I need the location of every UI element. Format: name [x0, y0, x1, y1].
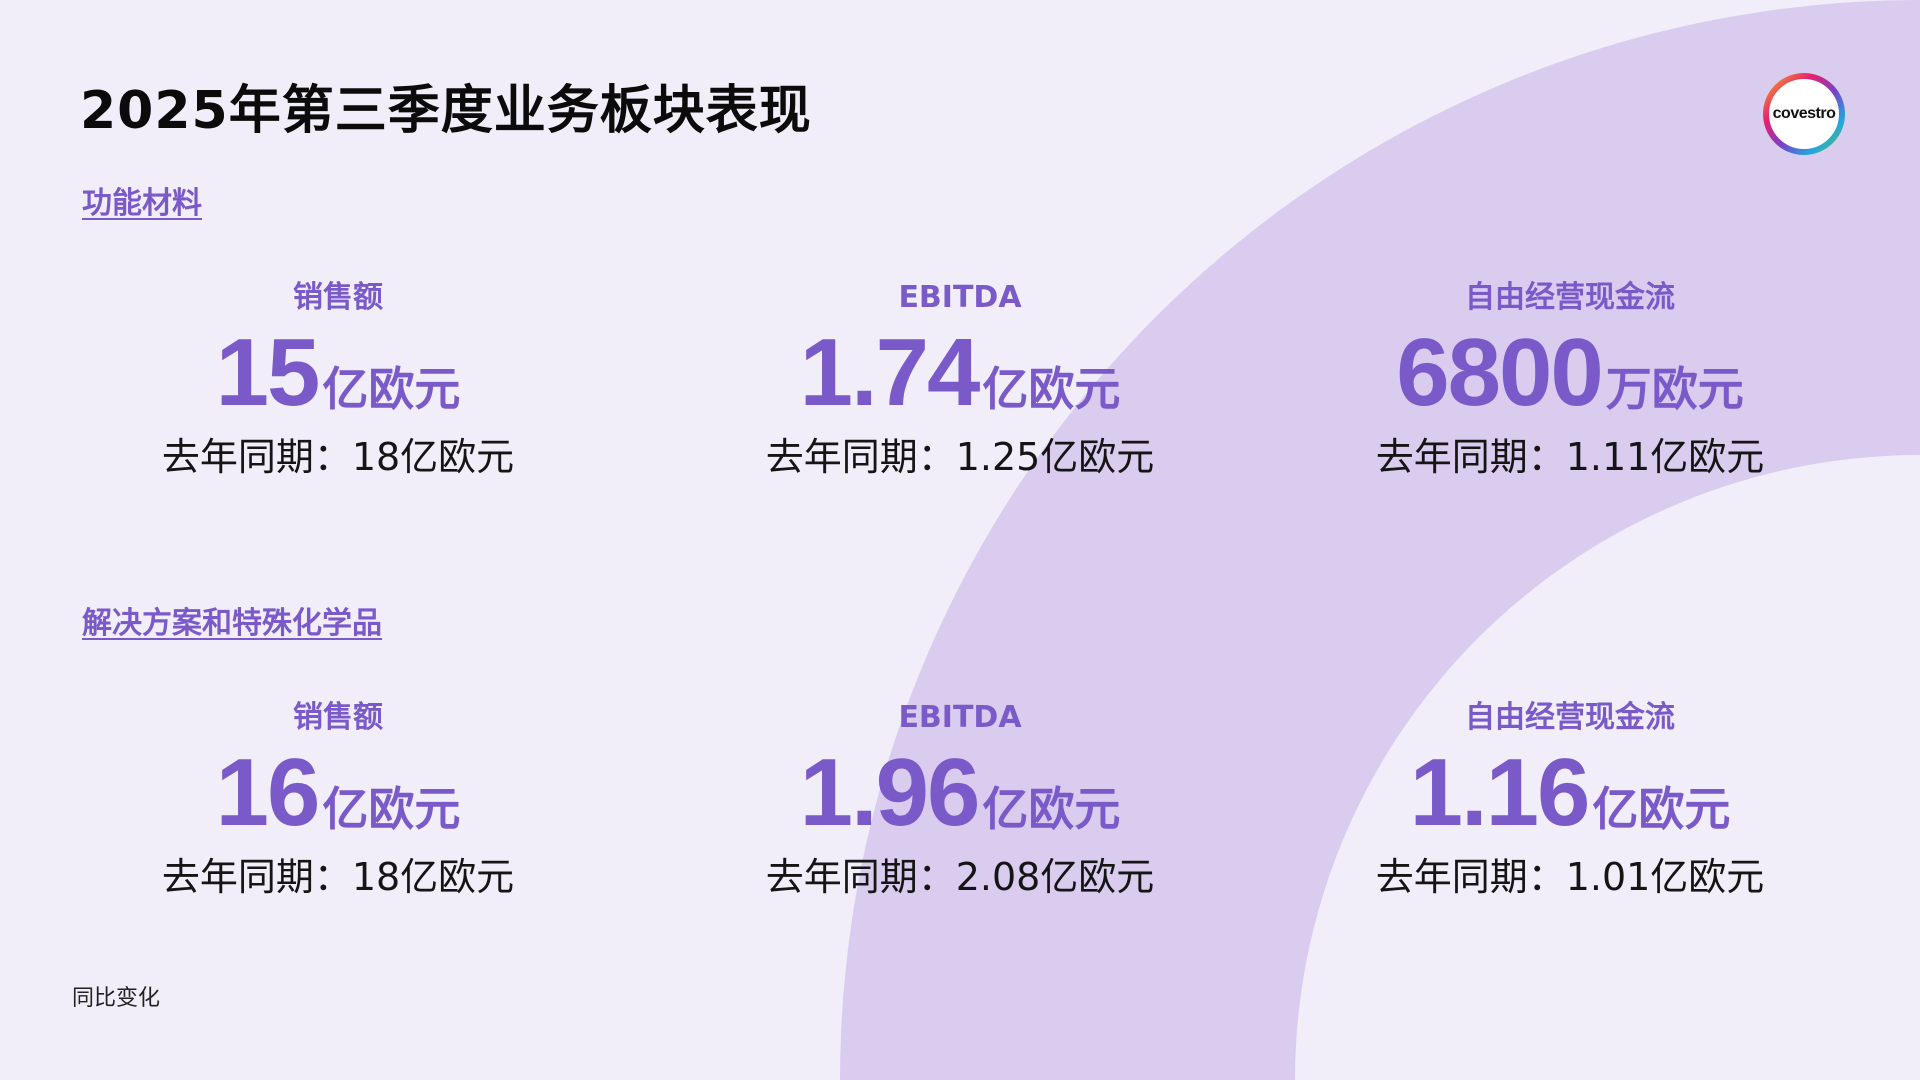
metric-number: 6800 [1396, 319, 1604, 426]
metric-prior-year: 去年同期：1.11亿欧元 [1375, 435, 1765, 479]
metric-label: EBITDA [898, 700, 1022, 735]
logo-ring-icon [1763, 73, 1845, 155]
metric-prior-year: 去年同期：1.25亿欧元 [765, 435, 1155, 479]
page-title: 2025年第三季度业务板块表现 [80, 81, 812, 141]
metric-unit: 亿欧元 [982, 782, 1121, 836]
section-title-functional-materials: 功能材料 [82, 186, 202, 221]
metric-value: 6800万欧元 [1290, 318, 1850, 428]
metric-label: 销售额 [293, 280, 383, 315]
metric-unit: 亿欧元 [1592, 782, 1731, 836]
metric-sales-fm: 销售额 15亿欧元 去年同期：18亿欧元 [58, 278, 618, 482]
metric-label: 销售额 [293, 700, 383, 735]
metric-unit: 万欧元 [1605, 362, 1744, 416]
section-title-solutions-specialties: 解决方案和特殊化学品 [82, 606, 382, 641]
metric-value: 16亿欧元 [58, 738, 618, 848]
metric-label: 自由经营现金流 [1465, 280, 1675, 315]
metric-number: 1.96 [799, 739, 981, 846]
metric-number: 1.74 [799, 319, 981, 426]
metric-ebitda-ss: EBITDA 1.96亿欧元 去年同期：2.08亿欧元 [680, 698, 1240, 902]
logo-text: covestro [1772, 105, 1836, 122]
metric-prior-year: 去年同期：1.01亿欧元 [1375, 855, 1765, 899]
metric-number: 15 [215, 319, 321, 426]
metric-prior-year: 去年同期：18亿欧元 [161, 435, 515, 479]
metric-number: 16 [215, 739, 321, 846]
metric-prior-year: 去年同期：18亿欧元 [161, 855, 515, 899]
metric-sales-ss: 销售额 16亿欧元 去年同期：18亿欧元 [58, 698, 618, 902]
footnote: 同比变化 [72, 986, 161, 1011]
metric-fcf-ss: 自由经营现金流 1.16亿欧元 去年同期：1.01亿欧元 [1290, 698, 1850, 902]
metric-number: 1.16 [1409, 739, 1591, 846]
metric-value: 1.96亿欧元 [680, 738, 1240, 848]
metric-value: 15亿欧元 [58, 318, 618, 428]
metric-unit: 亿欧元 [982, 362, 1121, 416]
metric-value: 1.74亿欧元 [680, 318, 1240, 428]
metric-value: 1.16亿欧元 [1290, 738, 1850, 848]
metric-unit: 亿欧元 [322, 362, 461, 416]
metric-ebitda-fm: EBITDA 1.74亿欧元 去年同期：1.25亿欧元 [680, 278, 1240, 482]
metric-unit: 亿欧元 [322, 782, 461, 836]
metric-label: 自由经营现金流 [1465, 700, 1675, 735]
metric-prior-year: 去年同期：2.08亿欧元 [765, 855, 1155, 899]
covestro-logo: covestro [1760, 70, 1848, 158]
metric-label: EBITDA [898, 280, 1022, 315]
metric-fcf-fm: 自由经营现金流 6800万欧元 去年同期：1.11亿欧元 [1290, 278, 1850, 482]
